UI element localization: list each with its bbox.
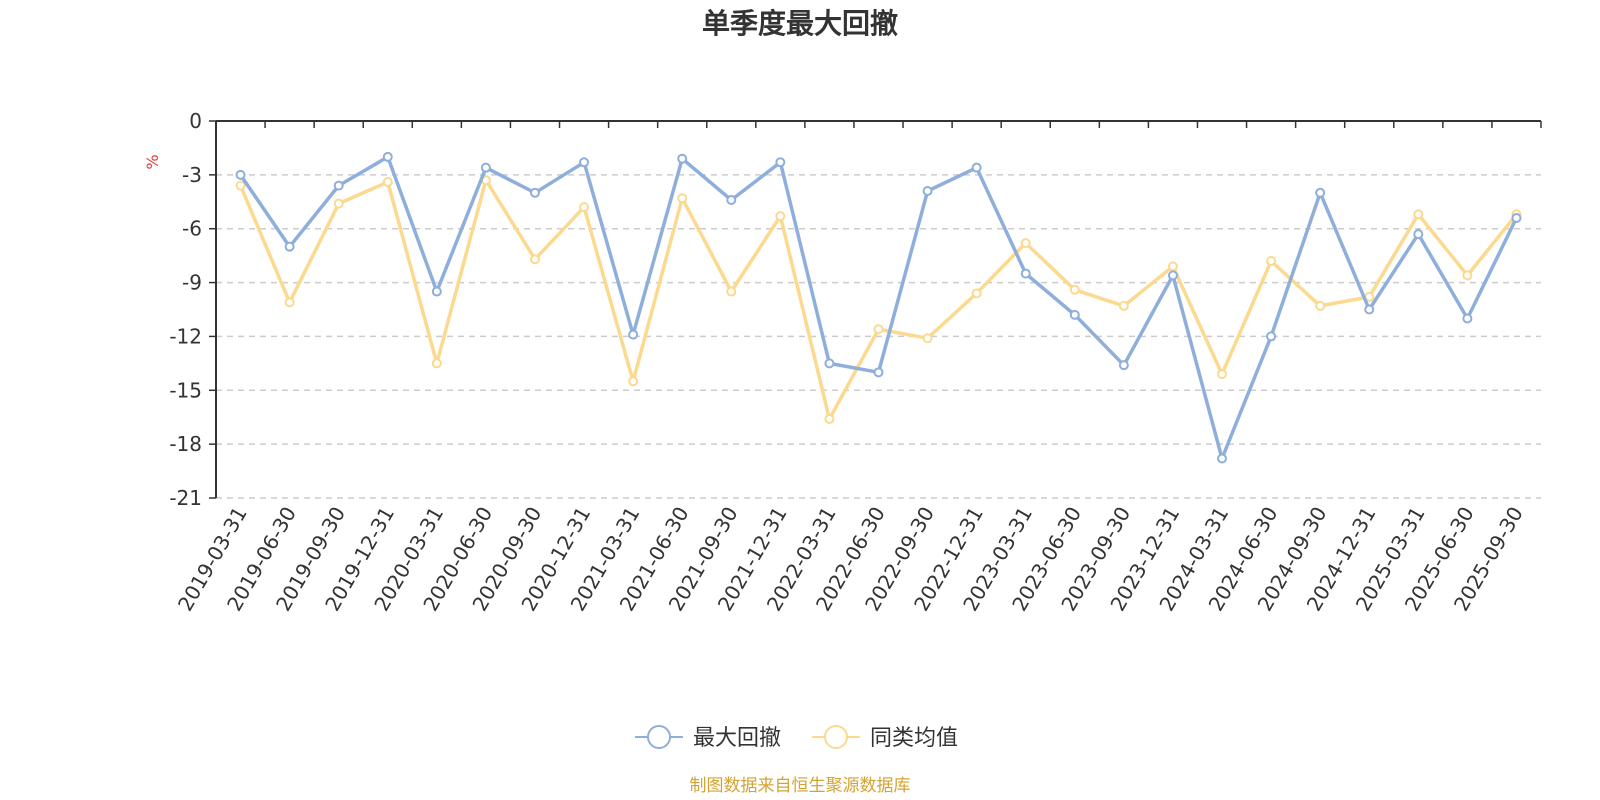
y-tick-label: -3 [182,163,202,187]
data-point [1167,261,1178,272]
data-point [1413,229,1424,240]
legend-label: 最大回撤 [693,726,781,751]
data-point [1118,360,1129,371]
data-point [1069,309,1080,320]
data-point [284,297,295,308]
data-point [1315,187,1326,198]
data-point [235,180,246,191]
data-point [1413,209,1424,220]
y-tick-label: -15 [169,378,202,402]
data-point [1069,284,1080,295]
data-point [775,157,786,168]
data-point [628,329,639,340]
series-group [235,151,1522,464]
data-point [284,241,295,252]
data-point [1167,270,1178,281]
y-tick-label: 0 [189,109,202,133]
data-point [1462,270,1473,281]
data-point [775,211,786,222]
y-tick-label: -6 [182,217,202,241]
data-point [1217,453,1228,464]
data-point [333,180,344,191]
legend[interactable]: 最大回撤 同类均值 [635,725,958,751]
legend-marker [824,725,848,749]
y-axis-unit: % [143,154,162,169]
data-point [1217,369,1228,380]
data-point [1020,268,1031,279]
data-point [431,358,442,369]
series-同类均值 [235,175,1522,425]
data-point [1462,313,1473,324]
y-tick-label: -21 [169,486,202,510]
grid-lines [216,174,1541,499]
data-point [1266,331,1277,342]
series-line [238,178,1518,421]
data-point [235,169,246,180]
y-tick-label: -18 [169,432,202,456]
data-point [677,153,688,164]
data-point [873,324,884,335]
source-note: 制图数据来自恒生聚源数据库 [690,776,911,796]
data-point [382,151,393,162]
data-point [971,288,982,299]
legend-item-同类均值[interactable]: 同类均值 [812,725,958,751]
data-point [529,187,540,198]
data-point [431,286,442,297]
data-point [382,177,393,188]
data-point [873,367,884,378]
data-point [971,162,982,173]
data-point [726,286,737,297]
y-axis-ticks: 0 -3 -6 -9 -12 -15 -18 -21 [169,109,216,510]
data-point [1118,300,1129,311]
data-point [480,162,491,173]
data-point [824,414,835,425]
legend-marker [647,725,671,749]
data-point [726,194,737,205]
legend-item-最大回撤[interactable]: 最大回撤 [635,725,781,751]
data-point [628,376,639,387]
y-tick-label: -12 [169,324,202,348]
data-point [529,254,540,265]
data-point [1266,256,1277,267]
data-point [579,157,590,168]
chart-title: 单季度最大回撤 [702,7,898,40]
series-最大回撤 [235,151,1522,464]
data-point [1020,238,1031,249]
data-point [922,186,933,197]
y-tick-label: -9 [182,271,202,295]
data-point [1511,212,1522,223]
legend-label: 同类均值 [870,726,958,751]
data-point [922,333,933,344]
data-point [677,193,688,204]
data-point [824,358,835,369]
data-point [1315,300,1326,311]
axes [215,120,1541,498]
data-point [1364,304,1375,315]
data-point [579,202,590,213]
data-point [333,198,344,209]
series-line [239,155,1519,461]
